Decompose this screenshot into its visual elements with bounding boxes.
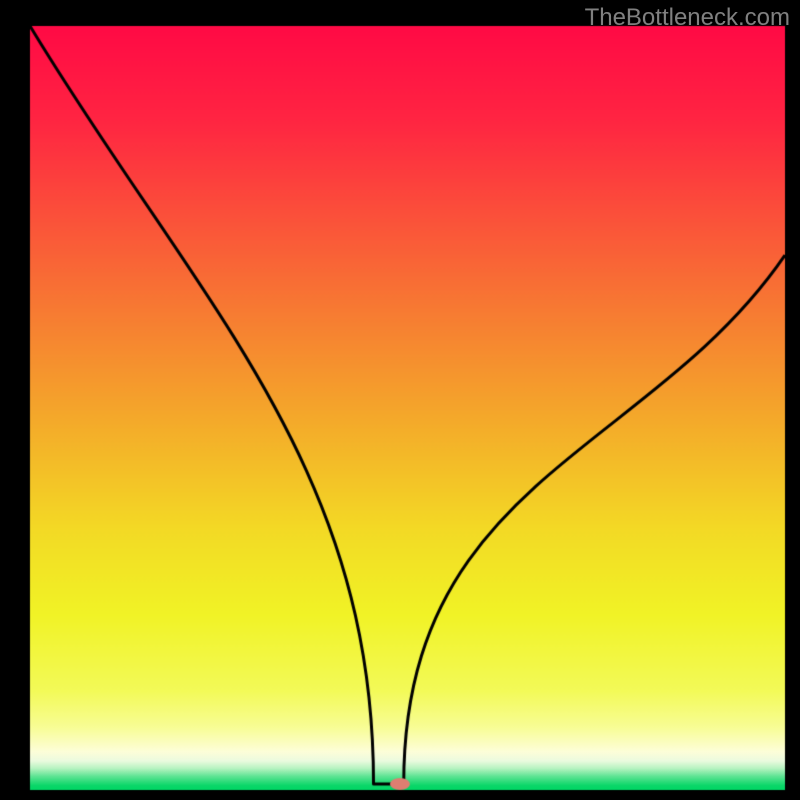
watermark: TheBottleneck.com	[585, 4, 790, 32]
bottleneck-curve-plot	[0, 0, 800, 800]
chart-container: TheBottleneck.com	[0, 0, 800, 800]
